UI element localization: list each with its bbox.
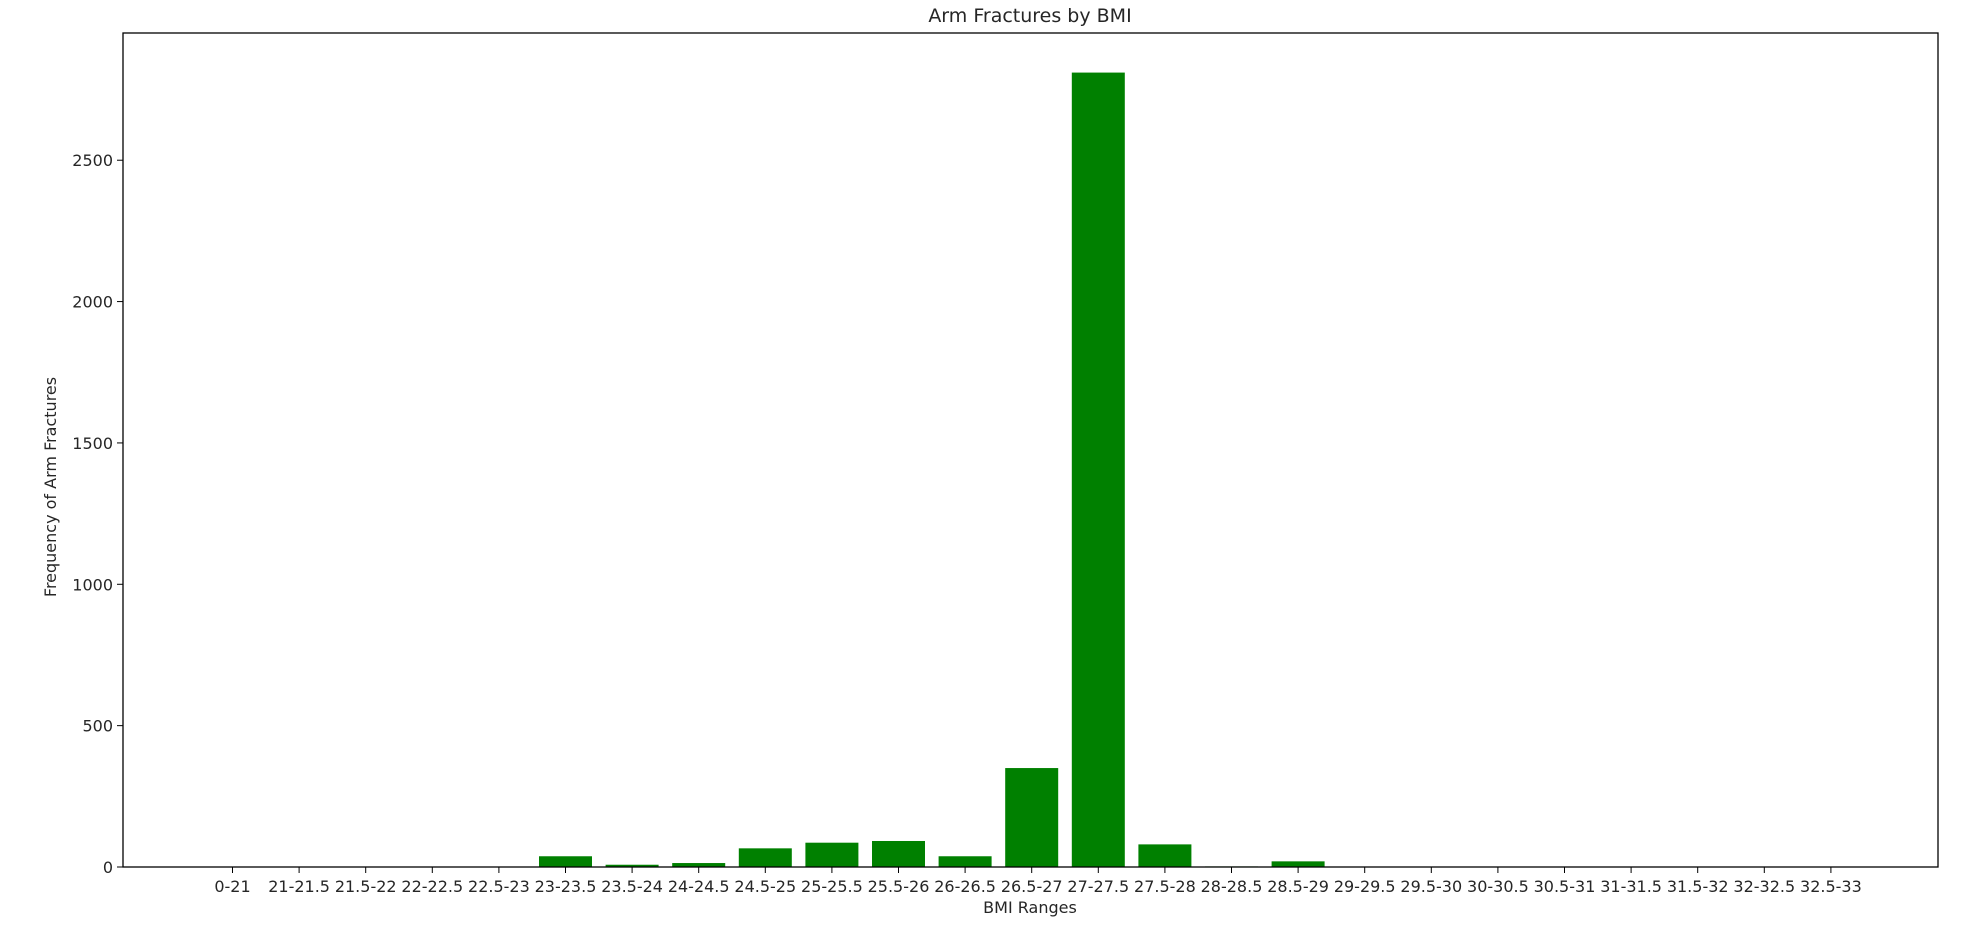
x-tick-label: 23.5-24 <box>601 877 663 896</box>
bar <box>605 864 659 867</box>
x-axis-label: BMI Ranges <box>983 898 1077 917</box>
bar <box>1071 72 1125 867</box>
x-axis-ticks: 0-21 21-21.5 21.5-22 22-22.5 22.5-23 23-23.5 2… <box>214 867 1862 896</box>
y-tick-label: 500 <box>82 717 113 736</box>
bars-group <box>539 72 1325 867</box>
x-tick-label: 29-29.5 <box>1334 877 1396 896</box>
x-tick-label: 21.5-22 <box>335 877 397 896</box>
x-tick-label: 24-24.5 <box>668 877 730 896</box>
x-tick-label: 26.5-27 <box>1001 877 1063 896</box>
bar <box>738 848 792 867</box>
x-tick-label: 31-31.5 <box>1600 877 1662 896</box>
x-tick-label: 27.5-28 <box>1134 877 1196 896</box>
y-axis-label: Frequency of Arm Fractures <box>41 377 60 597</box>
x-tick-label: 26-26.5 <box>934 877 996 896</box>
y-axis-ticks: 0 500 1000 1500 2000 2500 <box>72 151 123 877</box>
x-tick-label: 22-22.5 <box>401 877 463 896</box>
y-tick-label: 1500 <box>72 434 113 453</box>
x-tick-label: 30.5-31 <box>1534 877 1596 896</box>
y-tick-label: 2500 <box>72 151 113 170</box>
x-tick-label: 29.5-30 <box>1400 877 1462 896</box>
x-tick-label: 21-21.5 <box>268 877 330 896</box>
x-tick-label: 0-21 <box>214 877 250 896</box>
bar <box>805 842 859 867</box>
bar <box>539 856 592 867</box>
x-tick-label: 25-25.5 <box>801 877 863 896</box>
plot-frame <box>122 32 1939 868</box>
x-tick-label: 23-23.5 <box>535 877 597 896</box>
bar <box>1138 844 1192 867</box>
bar <box>1271 861 1325 867</box>
x-tick-label: 27-27.5 <box>1067 877 1129 896</box>
x-tick-label: 28.5-29 <box>1267 877 1329 896</box>
y-tick-label: 2000 <box>72 293 113 312</box>
bar <box>672 863 726 867</box>
bar <box>938 856 992 867</box>
y-tick-label: 1000 <box>72 575 113 594</box>
bar <box>872 840 925 867</box>
y-tick-label: 0 <box>103 858 113 877</box>
x-tick-label: 32-32.5 <box>1733 877 1795 896</box>
x-tick-label: 30-30.5 <box>1467 877 1529 896</box>
x-tick-label: 24.5-25 <box>734 877 796 896</box>
x-tick-label: 32.5-33 <box>1800 877 1862 896</box>
x-tick-label: 22.5-23 <box>468 877 530 896</box>
bar <box>1005 768 1059 867</box>
x-tick-label: 31.5-32 <box>1667 877 1729 896</box>
x-tick-label: 25.5-26 <box>868 877 930 896</box>
x-tick-label: 28-28.5 <box>1201 877 1263 896</box>
chart-title: Arm Fractures by BMI <box>928 5 1131 27</box>
